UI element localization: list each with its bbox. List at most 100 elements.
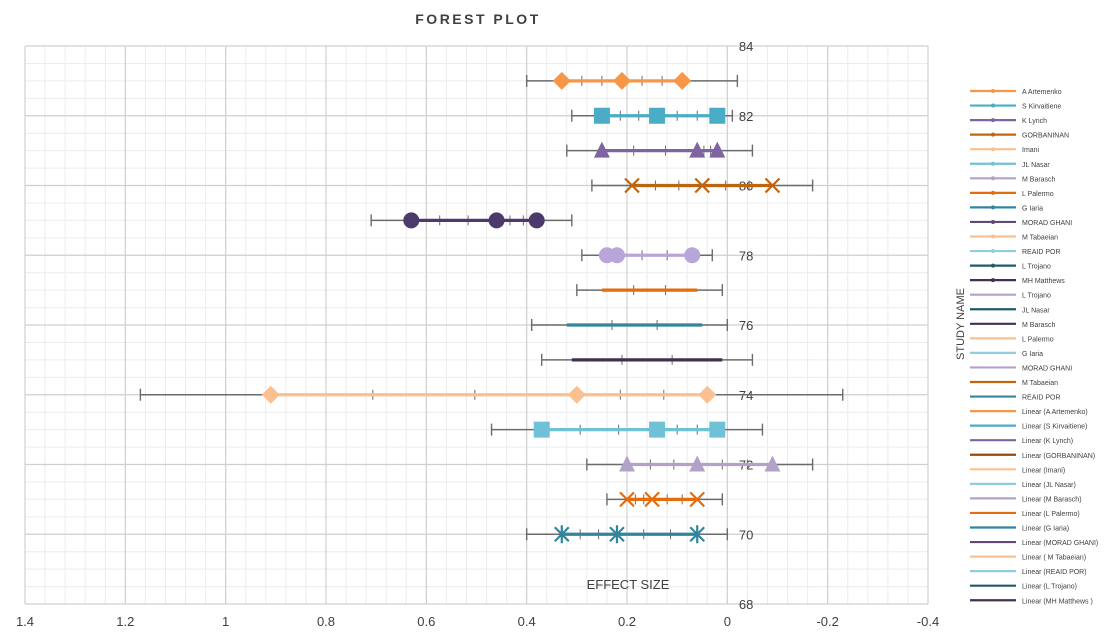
legend-label: L Palermo <box>1022 336 1054 343</box>
legend-item: M Barasch <box>970 176 1056 183</box>
legend-label: Linear (A Artemenko) <box>1022 409 1088 416</box>
x-tick-label: -0.4 <box>917 614 939 629</box>
y-axis-label: STUDY NAME <box>955 288 967 360</box>
legend-label: Linear (GORBANINAN) <box>1022 453 1095 460</box>
legend-swatch-marker <box>991 147 995 152</box>
circle-marker <box>608 247 625 264</box>
circle-marker <box>488 212 505 229</box>
legend-item: Linear (L Palermo) <box>970 511 1080 518</box>
triangle-marker <box>689 141 706 158</box>
square-marker <box>649 421 666 438</box>
x-tick-label: 0.2 <box>618 614 636 629</box>
y-tick-label: 70 <box>739 527 753 542</box>
data-series <box>139 71 844 544</box>
study-row <box>586 455 814 472</box>
legend-label: Linear (S Kirvaitiene) <box>1022 424 1087 431</box>
legend-item: Linear (G Iaria) <box>970 526 1069 533</box>
legend-label: JL Nasar <box>1022 307 1050 314</box>
legend-item: Linear (GORBANINAN) <box>970 453 1095 460</box>
x-marker <box>689 491 706 508</box>
study-row <box>566 141 754 158</box>
legend-item: G Iaria <box>970 351 1043 358</box>
asterisk-marker <box>689 525 706 544</box>
legend-item: G Iaria <box>970 205 1043 212</box>
legend-item: M Barasch <box>970 322 1056 329</box>
y-tick-label: 76 <box>739 318 753 333</box>
legend-item: Linear (MORAD GHANI) <box>970 540 1098 547</box>
study-row <box>530 319 729 331</box>
legend-item: JL Nasar <box>970 161 1050 169</box>
legend-item: Imani <box>970 147 1040 154</box>
legend-label: Linear (G Iaria) <box>1022 526 1069 533</box>
legend-label: GORBANINAN <box>1022 133 1069 140</box>
legend-item: M Tabaeian <box>970 234 1058 242</box>
x-tick-label: 1.4 <box>16 614 34 629</box>
legend-label: Linear (MORAD GHANI) <box>1022 540 1098 547</box>
legend-label: REAID POR <box>1022 395 1061 402</box>
x-tick-label: 0.8 <box>317 614 335 629</box>
diamond-marker <box>698 385 717 404</box>
legend-label: MORAD GHANI <box>1022 220 1072 227</box>
square-marker <box>593 107 610 124</box>
legend-label: Linear (REAID POR) <box>1022 569 1087 576</box>
asterisk-marker <box>554 525 570 544</box>
legend-item: L Palermo <box>970 336 1054 343</box>
legend: A Artemenko S Kirvaitiene K Lynch GORBANINA… <box>970 89 1098 605</box>
study-row <box>490 421 764 438</box>
legend-swatch-marker <box>991 263 995 268</box>
legend-label: MORAD GHANI <box>1022 365 1072 372</box>
circle-marker <box>403 212 420 229</box>
legend-swatch-marker <box>991 205 995 210</box>
legend-item: A Artemenko <box>970 89 1062 96</box>
diamond-marker <box>552 71 571 90</box>
study-row <box>541 353 754 366</box>
legend-item: Linear (L Trojano) <box>970 584 1077 591</box>
study-row <box>525 71 739 90</box>
legend-label: M Tabaeian <box>1022 380 1058 387</box>
legend-item: Linear ( M Tabaeian) <box>970 555 1086 562</box>
legend-label: Linear (Imani) <box>1022 467 1065 474</box>
legend-label: MH Matthews <box>1022 278 1065 285</box>
study-row <box>606 491 724 508</box>
legend-item: Linear (MH Matthews ) <box>970 598 1093 605</box>
study-row <box>571 107 734 124</box>
x-marker <box>624 177 640 194</box>
legend-item: S Kirvaitiene <box>970 103 1061 111</box>
square-marker <box>533 421 550 438</box>
x-marker <box>644 491 660 508</box>
legend-item: M Tabaeian <box>970 380 1058 387</box>
circle-marker <box>528 212 545 229</box>
study-row <box>576 284 724 297</box>
legend-label: Linear (L Palermo) <box>1022 511 1080 518</box>
legend-label: REAID POR <box>1022 249 1061 256</box>
legend-item: Linear (M Barasch) <box>970 496 1082 503</box>
square-marker <box>709 421 726 438</box>
legend-swatch-marker <box>991 103 995 108</box>
y-tick-label: 68 <box>739 597 753 612</box>
study-row <box>591 177 814 194</box>
legend-label: Imani <box>1022 147 1040 154</box>
asterisk-marker <box>609 525 625 544</box>
legend-item: L Palermo <box>970 190 1054 198</box>
axes: 1.41.210.80.60.40.20-0.2-0.4687072747678… <box>16 39 939 629</box>
diamond-marker <box>261 385 280 404</box>
legend-label: Linear (K Lynch) <box>1022 438 1073 445</box>
study-row <box>370 212 573 229</box>
legend-swatch-marker <box>991 176 995 181</box>
x-axis-label: EFFECT SIZE <box>587 577 670 592</box>
y-tick-label: 84 <box>739 39 753 54</box>
legend-item: L Trojano <box>970 293 1051 300</box>
triangle-marker <box>593 141 610 158</box>
legend-label: Linear (L Trojano) <box>1022 584 1077 591</box>
legend-item: REAID POR <box>970 395 1061 402</box>
legend-label: K Lynch <box>1022 118 1047 125</box>
legend-swatch-marker <box>991 190 995 195</box>
legend-item: GORBANINAN <box>970 132 1069 140</box>
diamond-marker <box>673 71 692 90</box>
legend-item: K Lynch <box>970 118 1047 125</box>
study-row <box>139 385 844 404</box>
legend-swatch-marker <box>991 219 995 224</box>
triangle-marker <box>709 141 726 158</box>
gridlines <box>24 45 929 605</box>
legend-label: A Artemenko <box>1022 89 1062 96</box>
